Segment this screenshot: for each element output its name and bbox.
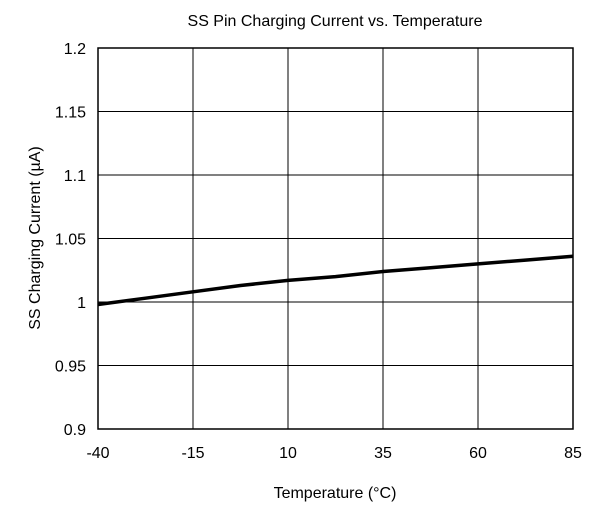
x-tick-label: -15 <box>181 445 204 462</box>
y-tick-label: 0.9 <box>64 422 86 439</box>
x-axis-title: Temperature (°C) <box>274 485 397 502</box>
x-tick-label: 85 <box>564 445 582 462</box>
chart-title: SS Pin Charging Current vs. Temperature <box>188 13 483 30</box>
y-tick-label: 0.95 <box>55 359 86 376</box>
series-layer <box>97 254 574 307</box>
y-tick-labels: 0.9 0.95 1 1.05 1.1 1.15 1.2 <box>55 41 86 439</box>
x-tick-labels: -40 -15 10 35 60 85 <box>86 445 582 462</box>
y-tick-label: 1.05 <box>55 232 86 249</box>
x-tick-label: 35 <box>374 445 392 462</box>
y-tick-label: 1.2 <box>64 41 86 58</box>
grid <box>97 47 574 430</box>
y-axis-title: SS Charging Current (µA) <box>27 146 44 330</box>
y-tick-label: 1.15 <box>55 105 86 122</box>
x-tick-label: -40 <box>86 445 109 462</box>
x-tick-label: 60 <box>469 445 487 462</box>
y-tick-label: 1.1 <box>64 168 86 185</box>
x-tick-label: 10 <box>279 445 297 462</box>
y-tick-label: 1 <box>77 295 86 312</box>
plot-area <box>97 47 574 430</box>
series-line <box>97 254 574 307</box>
